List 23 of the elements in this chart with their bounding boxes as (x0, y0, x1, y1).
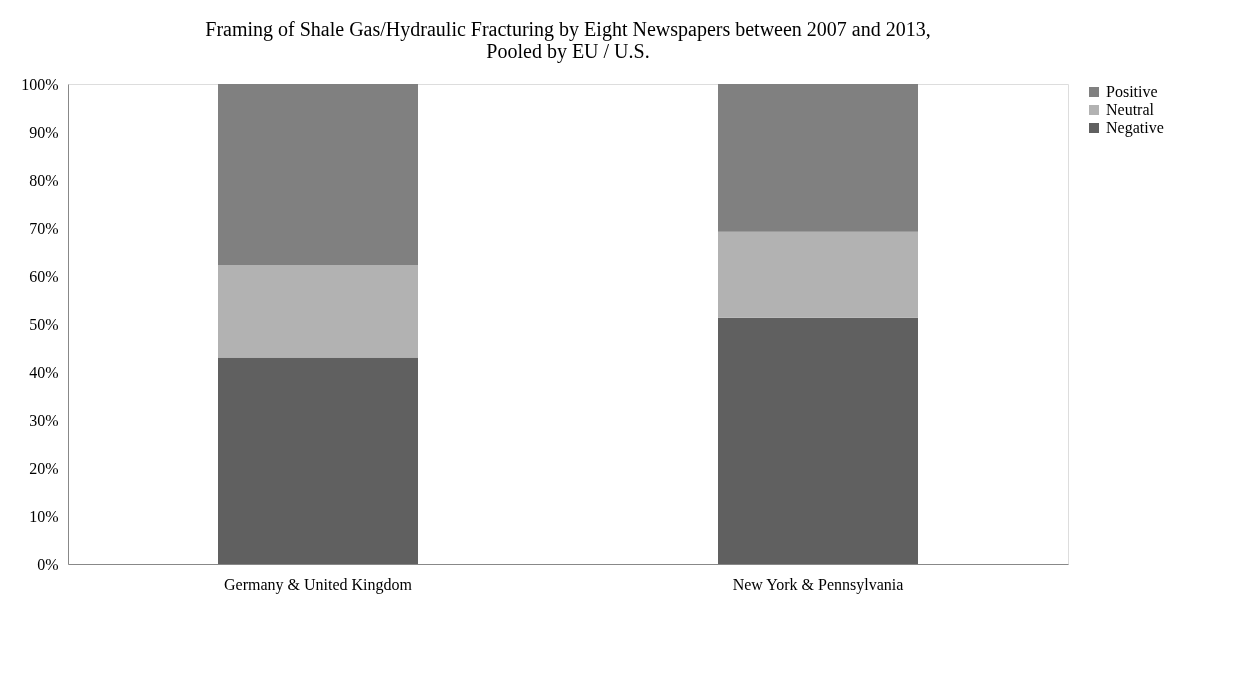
y-tick-label: 10% (29, 507, 59, 525)
y-tick-label: 80% (29, 171, 59, 189)
bar (718, 317, 918, 564)
bar (218, 84, 418, 265)
y-tick-label: 50% (29, 315, 59, 333)
y-tick-label: 0% (37, 555, 59, 573)
bar (218, 357, 418, 564)
bar (718, 231, 918, 318)
legend-label: Positive (1106, 83, 1158, 100)
y-tick-label: 30% (29, 411, 59, 429)
bar (218, 264, 418, 358)
y-tick-label: 20% (29, 459, 59, 477)
legend-label: Negative (1106, 119, 1164, 137)
y-tick-label: 40% (29, 363, 59, 381)
bar (718, 84, 918, 232)
legend-label: Neutral (1106, 101, 1155, 118)
y-tick-label: 90% (29, 123, 59, 141)
y-tick-label: 100% (21, 75, 59, 93)
y-tick-label: 60% (29, 267, 59, 285)
x-tick-label: New York & Pennsylvania (732, 575, 904, 594)
chart-title: Framing of Shale Gas/Hydraulic Fracturing by Eight Newspapers between 2007 and 2013, Pooled by EU / U.S. (205, 18, 931, 63)
x-tick-label: Germany & United Kingdom (224, 575, 413, 594)
y-tick-label: 70% (29, 219, 59, 237)
